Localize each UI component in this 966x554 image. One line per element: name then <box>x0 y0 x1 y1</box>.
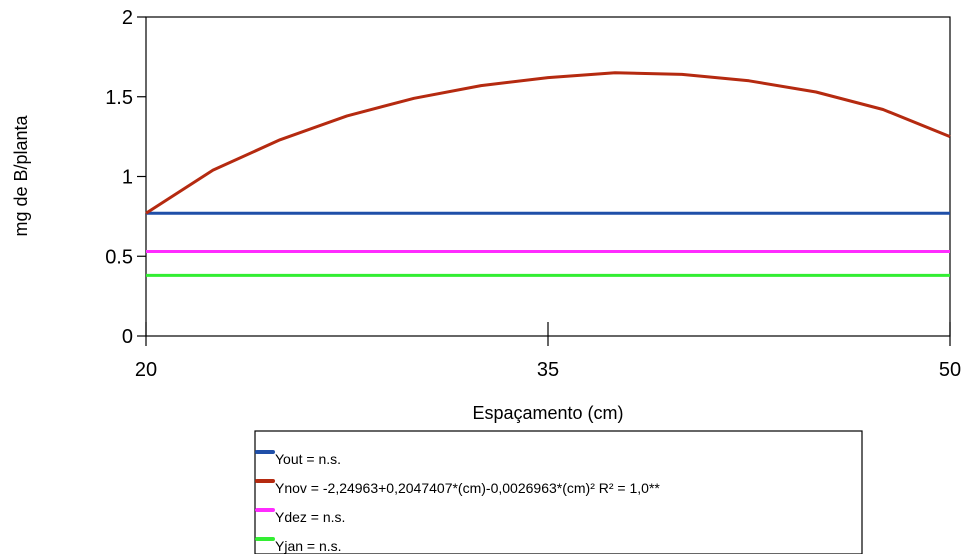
x-tick-label: 20 <box>135 359 157 381</box>
y-tick-label: 0 <box>122 326 133 348</box>
legend: Yout = n.s. Ynov = -2,24963+0,2047407*(cm… <box>254 430 863 554</box>
legend-box <box>254 430 863 554</box>
x-axis-title: Espaçamento (cm) <box>472 403 623 423</box>
x-tick-label: 50 <box>939 359 961 381</box>
y-tick-label: 0.5 <box>105 246 133 268</box>
y-tick-label: 2 <box>122 7 133 29</box>
x-axis-ticks: 20 35 50 <box>135 322 961 381</box>
legend-label: Yout = n.s. <box>275 451 341 467</box>
y-axis-title: mg de B/planta <box>11 114 31 236</box>
series-lines <box>145 71 951 277</box>
x-tick-label: 35 <box>537 359 559 381</box>
plot-area-frame <box>145 16 951 337</box>
legend-label: Ydez = n.s. <box>275 509 345 525</box>
series-line-1 <box>145 71 951 215</box>
legend-label: Ynov = -2,24963+0,2047407*(cm)-0,0026963… <box>275 480 660 496</box>
y-axis-ticks: 0 0.5 1 1.5 2 <box>105 7 146 348</box>
legend-label: Yjan = n.s. <box>275 538 342 554</box>
y-tick-label: 1.5 <box>105 87 133 109</box>
legend-items: Yout = n.s. Ynov = -2,24963+0,2047407*(cm… <box>255 450 660 554</box>
y-tick-label: 1 <box>122 167 133 189</box>
